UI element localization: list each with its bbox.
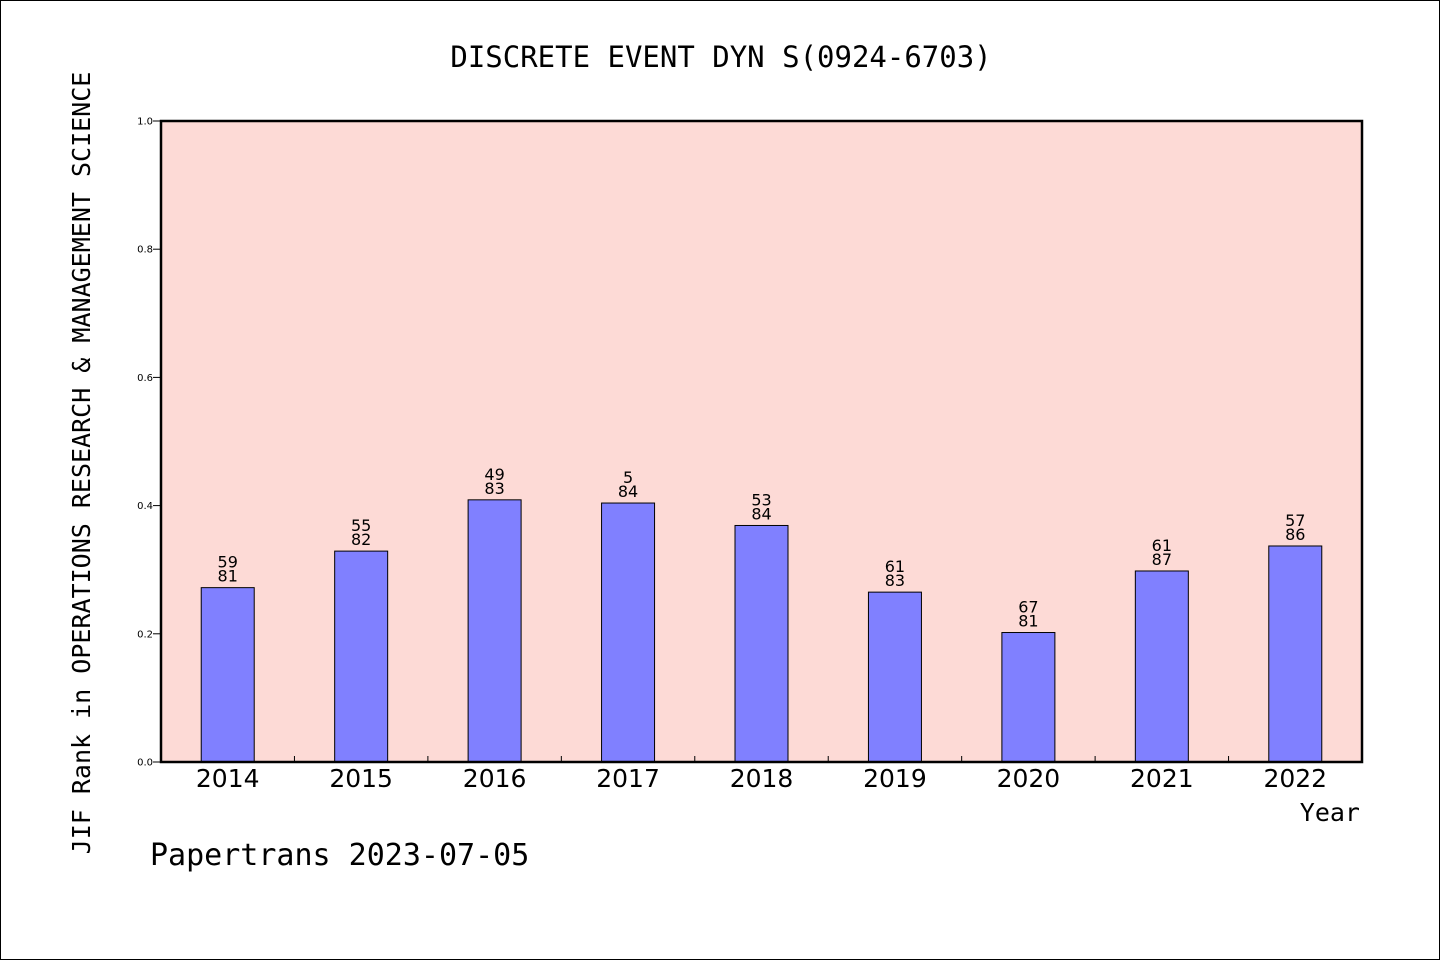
bar-2021 (1134, 570, 1189, 763)
y-axis: 0.0 0.2 0.4 0.6 0.8 1.0 (137, 117, 161, 769)
bar-total-label: 86 (1285, 525, 1305, 544)
bar-rank-label: 49 (484, 465, 504, 484)
bar-rank-label: 57 (1285, 511, 1305, 530)
y-tick-label: 0.0 (137, 758, 153, 769)
bar-rank-label: 59 (218, 553, 238, 572)
x-tick-label: 2021 (1130, 764, 1194, 793)
y-tick-label: 0.2 (137, 629, 153, 640)
bar-total-label: 82 (351, 530, 371, 549)
y-tick-label: 0.8 (137, 245, 153, 256)
x-tick-label: 2019 (863, 764, 927, 793)
bar-2018 (734, 524, 789, 763)
y-tick-label: 0.4 (137, 501, 153, 512)
bar-rank-label: 55 (351, 516, 371, 535)
plot-border (159, 119, 1364, 764)
chart-title: DISCRETE EVENT DYN S(0924-6703) (450, 40, 991, 74)
bar-total-label: 84 (751, 504, 771, 523)
x-tick-label: 2014 (196, 764, 260, 793)
bar-total-label: 87 (1152, 550, 1172, 569)
y-tick-label: 0.6 (137, 373, 153, 384)
bar-rank-label: 61 (885, 557, 905, 576)
x-tick-label: 2020 (997, 764, 1061, 793)
bar-2015 (334, 550, 389, 763)
bar-rank-label: 61 (1152, 536, 1172, 555)
y-tick-label: 1.0 (137, 117, 153, 128)
y-axis-label: JIF Rank in OPERATIONS RESEARCH & MANAGE… (67, 72, 96, 855)
x-tick-label: 2018 (730, 764, 794, 793)
x-tick-label: 2017 (596, 764, 660, 793)
footer-credit: Papertrans 2023-07-05 (150, 838, 529, 873)
bar-2016 (467, 499, 522, 763)
x-axis: 2014 2015 2016 2017 2018 2019 2020 2021 2022 (196, 756, 1327, 793)
x-axis-label: Year (1300, 798, 1360, 827)
bar-total-label: 81 (218, 567, 238, 586)
bar-2014 (200, 587, 255, 763)
bar-2020 (1001, 632, 1056, 763)
bar-total-label: 84 (618, 482, 638, 501)
bar-rank-label: 5 (623, 468, 633, 487)
bar-total-label: 81 (1018, 612, 1038, 631)
bar-2017 (601, 502, 656, 763)
bar-total-label: 83 (484, 479, 504, 498)
x-tick-label: 2022 (1263, 764, 1327, 793)
x-tick-label: 2016 (463, 764, 527, 793)
bar-2022 (1268, 545, 1323, 763)
bar-rank-label: 67 (1018, 598, 1038, 617)
bar-2019 (867, 591, 922, 763)
x-tick-label: 2015 (329, 764, 393, 793)
bar-total-label: 83 (885, 571, 905, 590)
bar-rank-label: 53 (751, 490, 771, 509)
